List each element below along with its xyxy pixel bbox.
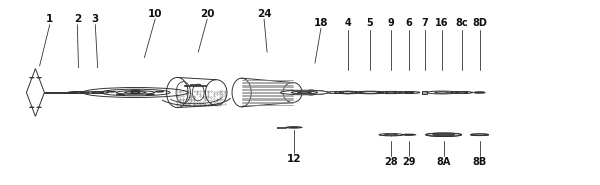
Text: 20: 20 [200, 9, 214, 18]
Text: 8c: 8c [455, 18, 468, 28]
Circle shape [295, 90, 301, 92]
Circle shape [317, 91, 324, 93]
Text: 7: 7 [421, 18, 428, 28]
Text: 10: 10 [148, 9, 163, 18]
Bar [422, 91, 427, 94]
Text: 8B: 8B [472, 157, 487, 167]
Circle shape [285, 91, 292, 93]
Bar [190, 84, 200, 85]
Text: 6: 6 [406, 18, 412, 28]
Text: 4: 4 [344, 18, 351, 28]
Circle shape [317, 92, 324, 94]
Bar [44, 92, 74, 93]
Ellipse shape [283, 83, 302, 102]
Ellipse shape [433, 134, 454, 136]
Text: 12: 12 [287, 154, 301, 164]
Circle shape [285, 92, 292, 94]
Text: 18: 18 [314, 18, 328, 28]
Text: 8A: 8A [436, 157, 451, 167]
Circle shape [307, 90, 314, 92]
Ellipse shape [327, 92, 341, 93]
Text: 2: 2 [74, 14, 81, 24]
Circle shape [295, 93, 301, 95]
Ellipse shape [232, 78, 251, 107]
Text: 28: 28 [384, 157, 398, 167]
Text: 1: 1 [46, 14, 53, 24]
Polygon shape [402, 134, 416, 135]
Bar [184, 85, 206, 86]
Circle shape [307, 93, 314, 95]
Text: 8D: 8D [472, 18, 487, 28]
Text: 3: 3 [92, 14, 99, 24]
Ellipse shape [470, 134, 488, 136]
Ellipse shape [281, 90, 328, 95]
Ellipse shape [474, 92, 485, 93]
Text: 16: 16 [435, 18, 449, 28]
Text: 9: 9 [388, 18, 394, 28]
Text: 5: 5 [367, 18, 373, 28]
Text: 24: 24 [257, 9, 271, 18]
Text: 29: 29 [402, 157, 416, 167]
Ellipse shape [426, 133, 461, 136]
Polygon shape [286, 127, 302, 128]
Polygon shape [449, 92, 473, 93]
